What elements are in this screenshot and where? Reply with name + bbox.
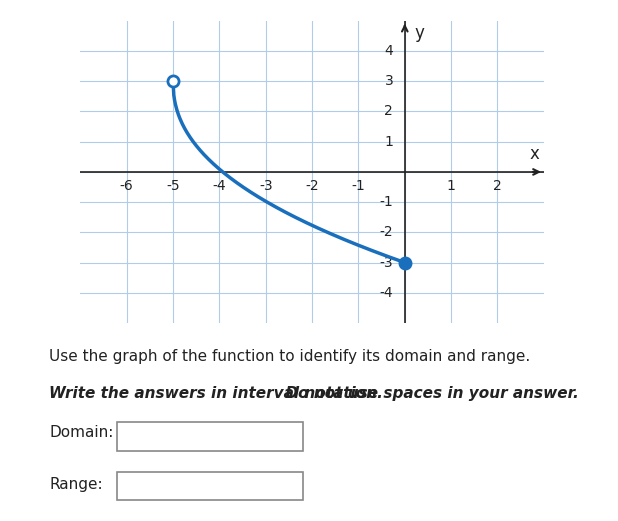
Text: 2: 2 bbox=[384, 105, 393, 118]
Text: Use the graph of the function to identify its domain and range.: Use the graph of the function to identif… bbox=[49, 349, 531, 364]
Text: -3: -3 bbox=[259, 180, 273, 193]
Text: x: x bbox=[530, 145, 539, 163]
Text: 1: 1 bbox=[447, 180, 455, 193]
Text: -2: -2 bbox=[305, 180, 319, 193]
Text: 2: 2 bbox=[493, 180, 502, 193]
Text: 1: 1 bbox=[384, 135, 393, 148]
Text: -5: -5 bbox=[166, 180, 180, 193]
Text: -1: -1 bbox=[379, 195, 393, 209]
Text: Domain:: Domain: bbox=[49, 425, 114, 440]
Text: y: y bbox=[414, 24, 424, 42]
Text: Do not use spaces in your answer.: Do not use spaces in your answer. bbox=[275, 386, 579, 401]
Text: Write the answers in interval notation.: Write the answers in interval notation. bbox=[49, 386, 383, 401]
Text: 4: 4 bbox=[384, 44, 393, 58]
Text: -6: -6 bbox=[120, 180, 133, 193]
Text: Range:: Range: bbox=[49, 477, 103, 492]
Text: -1: -1 bbox=[352, 180, 365, 193]
Text: 3: 3 bbox=[384, 75, 393, 88]
Text: -4: -4 bbox=[379, 286, 393, 300]
Text: -4: -4 bbox=[213, 180, 226, 193]
Text: -2: -2 bbox=[379, 226, 393, 239]
Text: -3: -3 bbox=[379, 256, 393, 269]
